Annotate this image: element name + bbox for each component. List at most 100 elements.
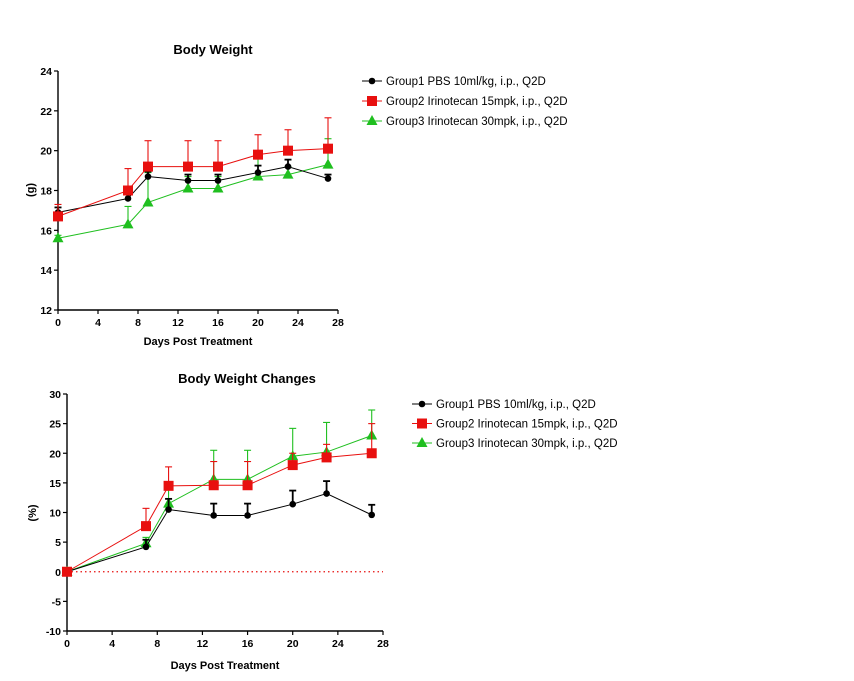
data-point: [289, 500, 297, 508]
legend-label: Group1 PBS 10ml/kg, i.p., Q2D: [436, 399, 596, 411]
data-point: [366, 448, 377, 459]
legend-marker: [416, 437, 428, 447]
data-point: [210, 512, 218, 519]
series-line: [66, 493, 372, 573]
body-weight-changes-chart: Body Weight Changes Days Post Treatment …: [27, 371, 618, 672]
x-tick-label: 8: [154, 638, 160, 650]
data-point: [165, 506, 172, 513]
data-point: [323, 490, 330, 497]
data-point: [254, 169, 262, 176]
y-tick-label: 22: [40, 106, 52, 118]
x-tick-label: 28: [377, 638, 389, 650]
legend-item: Group3 Irinotecan 30mpk, i.p., Q2D: [362, 115, 568, 128]
data-point: [142, 196, 154, 207]
data-point: [324, 175, 332, 182]
data-point: [182, 182, 194, 193]
y-tick-label: 12: [40, 305, 52, 317]
series-2: [53, 117, 333, 222]
y-axis-label: (%): [27, 504, 39, 521]
y-tick-label: -10: [46, 626, 61, 638]
data-point: [213, 161, 223, 172]
legend-marker: [367, 96, 377, 106]
legend-label: Group3 Irinotecan 30mpk, i.p., Q2D: [436, 438, 618, 450]
legend-item: Group1 PBS 10ml/kg, i.p., Q2D: [362, 76, 546, 88]
data-point: [141, 521, 151, 532]
y-tick-label: 20: [40, 146, 52, 158]
x-tick-label: 20: [252, 317, 264, 329]
series-1: [63, 480, 376, 576]
y-tick-label: 25: [49, 419, 61, 431]
legend-label: Group2 Irinotecan 15mpk, i.p., Q2D: [436, 419, 618, 431]
data-point: [208, 480, 219, 491]
y-tick-label: -5: [52, 596, 61, 608]
legend-label: Group1 PBS 10ml/kg, i.p., Q2D: [386, 76, 546, 88]
legend-label: Group2 Irinotecan 15mpk, i.p., Q2D: [386, 96, 568, 108]
x-tick-label: 16: [212, 317, 224, 329]
series-line: [66, 452, 372, 573]
series-2: [62, 423, 377, 577]
legend-item: Group2 Irinotecan 15mpk, i.p., Q2D: [412, 418, 618, 431]
legend-label: Group3 Irinotecan 30mpk, i.p., Q2D: [386, 116, 568, 128]
data-point: [123, 185, 133, 196]
y-tick-label: 24: [40, 66, 52, 78]
x-tick-label: 4: [109, 638, 115, 650]
y-tick-label: 10: [49, 508, 61, 520]
x-tick-label: 0: [55, 317, 61, 329]
legend-marker: [418, 400, 426, 408]
chart-title: Body Weight Changes: [178, 371, 316, 386]
x-axis-label: Days Post Treatment: [144, 336, 253, 348]
series-line: [66, 435, 372, 573]
x-tick-label: 24: [292, 317, 304, 329]
legend: Group1 PBS 10ml/kg, i.p., Q2D Group2 Irin…: [362, 76, 568, 128]
data-point: [122, 218, 134, 229]
data-point: [142, 543, 150, 551]
y-tick-label: 14: [40, 265, 52, 277]
data-point: [143, 161, 153, 172]
data-point: [284, 163, 292, 170]
data-point: [283, 145, 293, 156]
data-point: [184, 177, 192, 184]
y-axis-label: (g): [25, 183, 37, 197]
data-point: [368, 511, 376, 519]
data-point: [242, 480, 253, 491]
y-tick-label: 18: [40, 186, 52, 198]
data-point: [323, 143, 333, 154]
y-tick-label: 20: [49, 448, 61, 460]
x-axis-label: Days Post Treatment: [171, 660, 280, 672]
data-point: [287, 460, 298, 471]
legend-marker: [366, 115, 378, 125]
legend-item: Group1 PBS 10ml/kg, i.p., Q2D: [412, 399, 596, 411]
x-tick-label: 0: [64, 638, 70, 650]
y-tick-label: 5: [55, 537, 61, 549]
legend-marker: [368, 77, 376, 85]
data-point: [212, 182, 224, 193]
body-weight-chart: Body Weight Days Post Treatment (g) 0 4 8 1…: [25, 42, 568, 348]
series-3: [61, 409, 378, 576]
data-point: [62, 566, 72, 577]
x-tick-label: 4: [95, 317, 101, 329]
y-tick-label: 16: [40, 225, 52, 237]
x-tick-label: 12: [197, 638, 209, 650]
x-tick-label: 24: [332, 638, 344, 650]
data-point: [53, 211, 63, 222]
data-point: [321, 452, 332, 463]
series-line: [57, 164, 329, 239]
legend-item: Group2 Irinotecan 15mpk, i.p., Q2D: [362, 96, 568, 108]
data-point: [144, 173, 152, 180]
x-tick-label: 12: [172, 317, 184, 329]
y-tick-label: 30: [49, 389, 61, 401]
legend: Group1 PBS 10ml/kg, i.p., Q2D Group2 Irin…: [412, 399, 618, 450]
chart-title: Body Weight: [173, 42, 253, 57]
x-tick-label: 20: [287, 638, 299, 650]
data-point: [214, 177, 222, 184]
y-tick-label: 15: [49, 478, 61, 490]
data-point: [322, 158, 334, 169]
data-point: [52, 232, 64, 243]
y-tick-label: 0: [55, 567, 61, 579]
legend-marker: [417, 418, 427, 429]
data-point: [244, 512, 251, 519]
x-tick-label: 16: [242, 638, 254, 650]
legend-item: Group3 Irinotecan 30mpk, i.p., Q2D: [412, 437, 618, 450]
data-point: [163, 480, 174, 491]
